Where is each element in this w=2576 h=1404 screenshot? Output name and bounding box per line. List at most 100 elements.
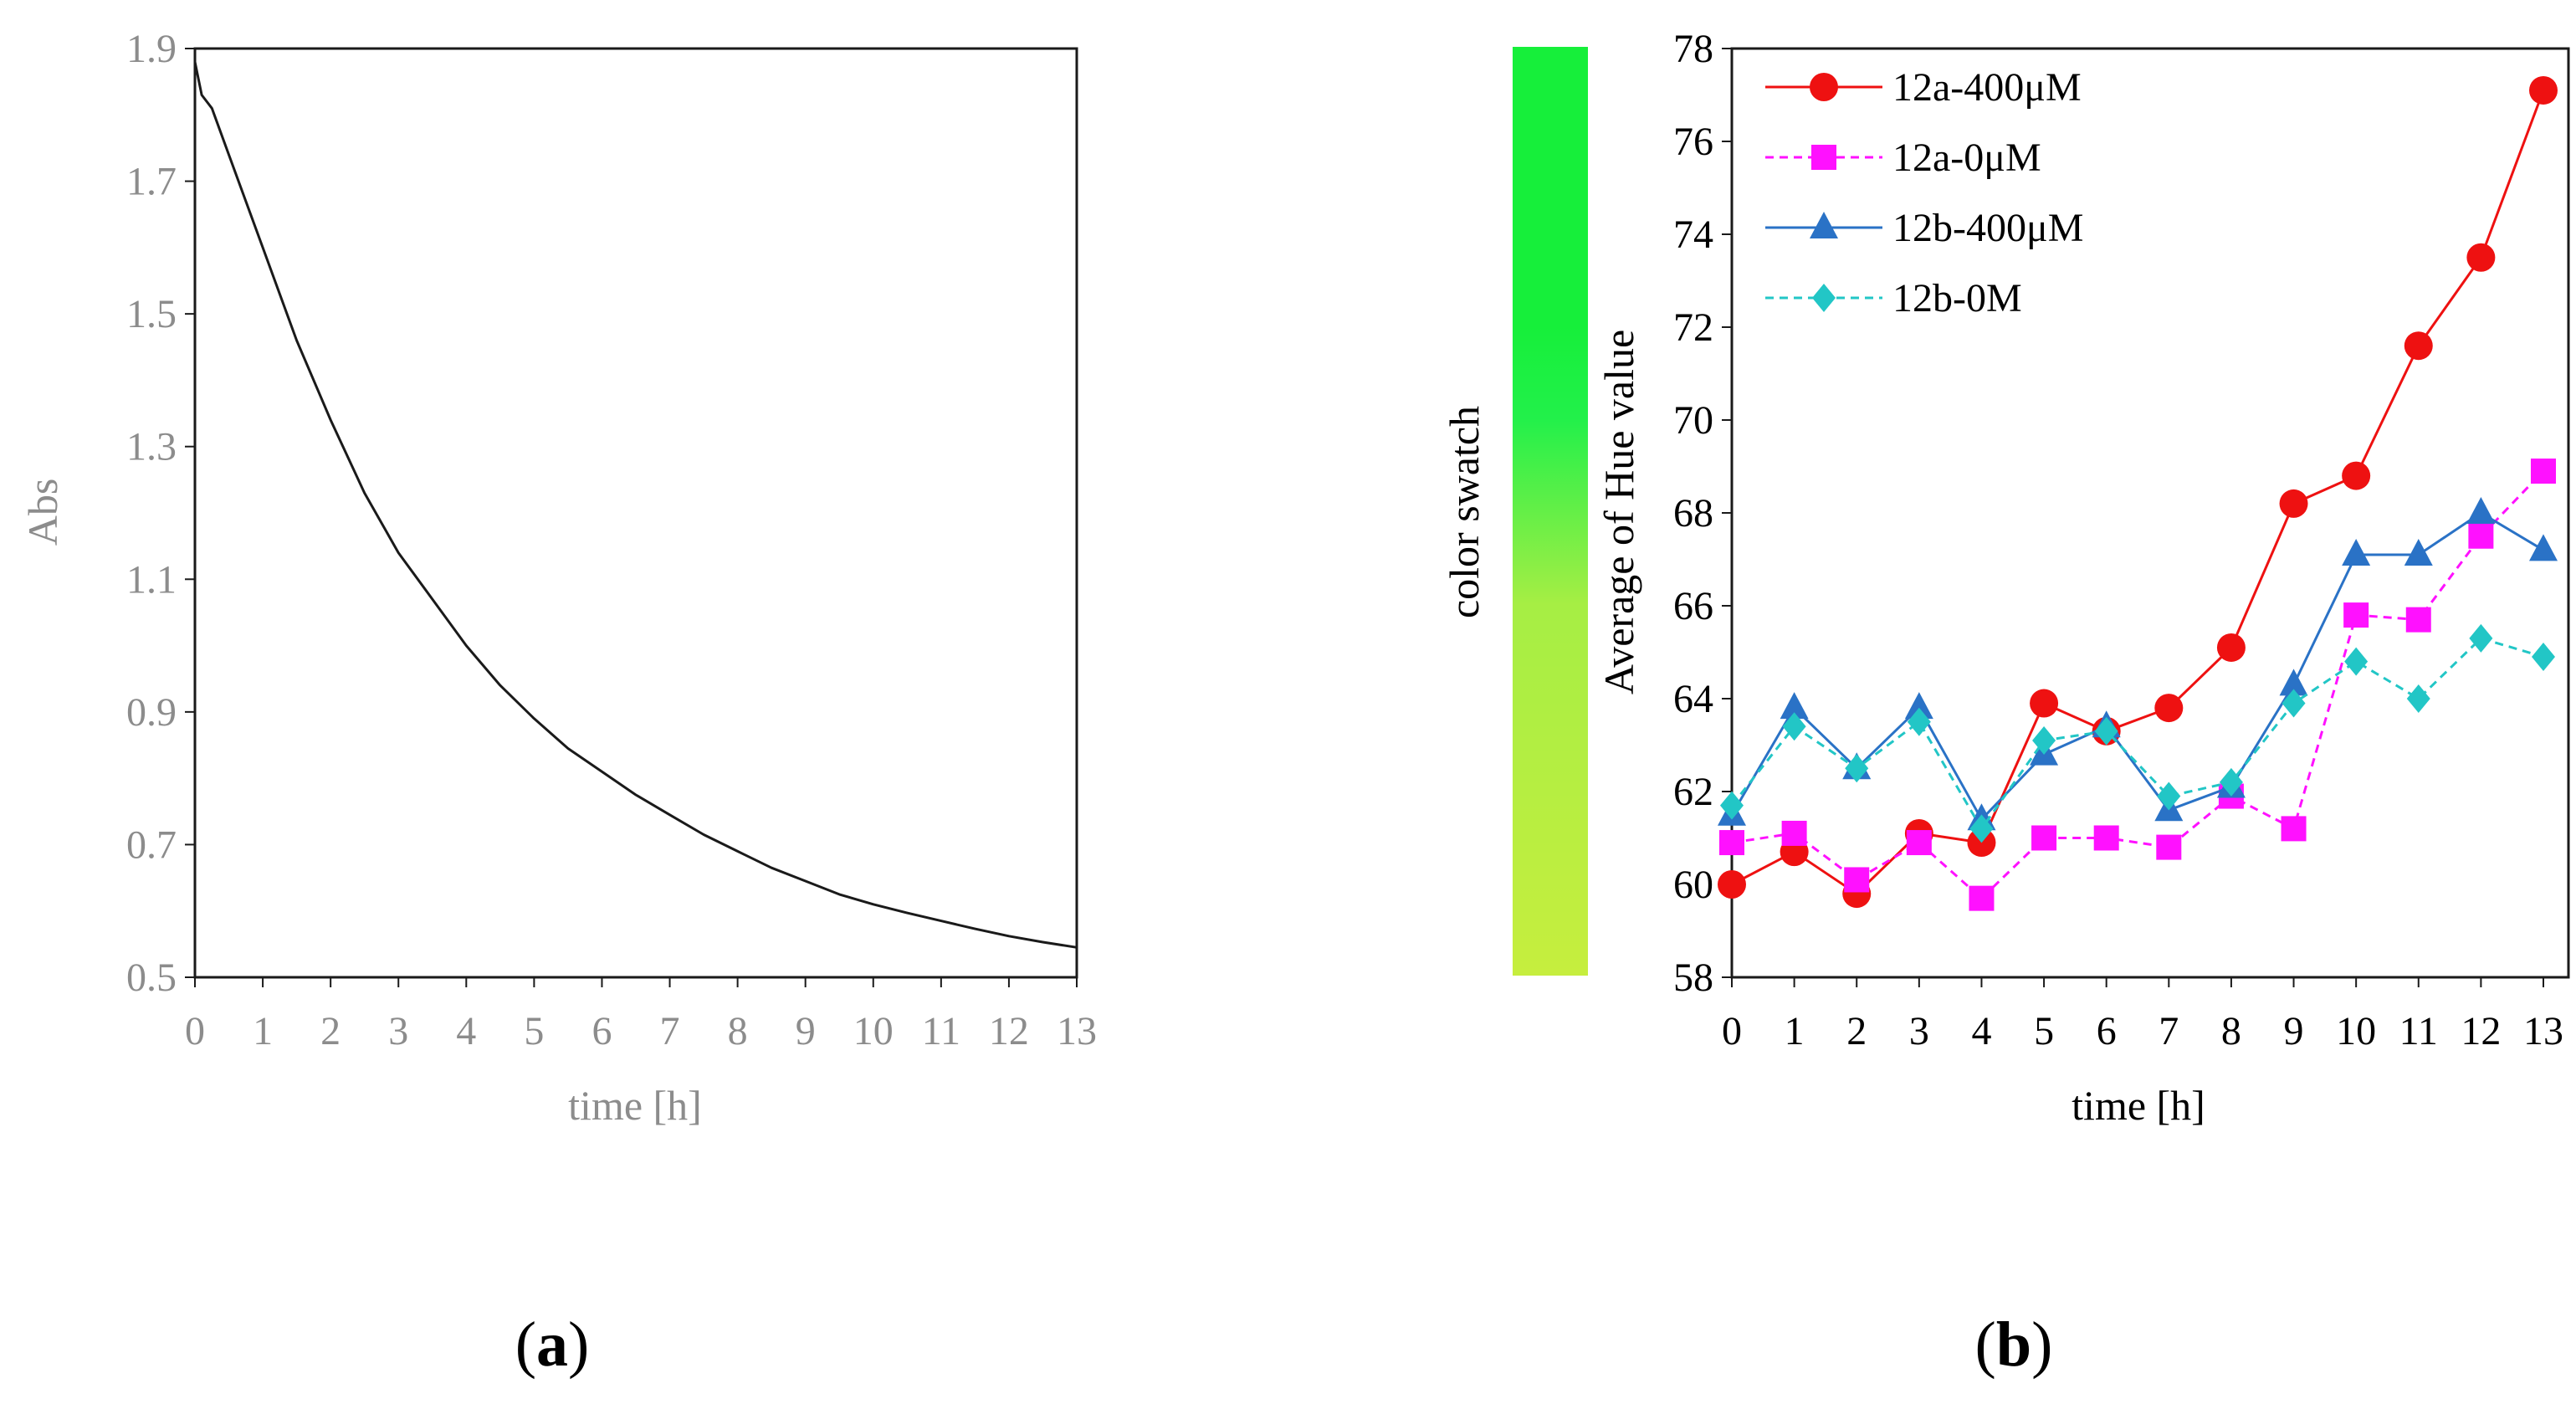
- y-tick-label: 0.9: [126, 690, 177, 735]
- panel-b-x-axis-label: time [h]: [2072, 1082, 2205, 1129]
- x-tick-label: 7: [2159, 1009, 2179, 1053]
- data-point-12a-0: [1969, 885, 1995, 911]
- y-tick-label: 70: [1673, 398, 1713, 443]
- x-tick-label: 7: [660, 1009, 680, 1053]
- data-point-12b-0: [1782, 712, 1806, 741]
- panel-b-label-close: ): [2031, 1309, 2052, 1380]
- data-point-12a-400: [2404, 331, 2433, 361]
- data-point-12a-0: [2156, 834, 2182, 860]
- panel-b-plot-frame: [1730, 47, 2570, 979]
- data-point-12a-0: [1844, 867, 1870, 893]
- y-tick-label: 74: [1673, 213, 1713, 257]
- panel-a-label-letter: a: [536, 1309, 568, 1380]
- x-tick-label: 6: [2097, 1009, 2117, 1053]
- x-tick-label: 0: [1722, 1009, 1742, 1053]
- data-point-12b-400: [2342, 538, 2371, 566]
- data-point-12a-0: [2281, 816, 2307, 842]
- x-tick-label: 13: [1057, 1009, 1097, 1053]
- data-point-12b-0: [2094, 716, 2118, 746]
- x-tick-label: 0: [185, 1009, 205, 1053]
- data-point-12a-0: [2343, 602, 2369, 628]
- panel-b-y-ticks: 58 60 62 64 66 68 70 72 74 76 78: [1673, 27, 1732, 1000]
- series-line-12b-0: [1730, 637, 2544, 832]
- panel-b-label-open: (: [1975, 1309, 1996, 1380]
- data-point-12a-0: [2405, 607, 2431, 633]
- data-point-12a-0: [2031, 825, 2057, 851]
- data-point-12b-400: [2529, 534, 2558, 561]
- panel-a-plot-frame: [193, 47, 1078, 979]
- panel-b-label-letter: b: [1996, 1309, 2031, 1380]
- x-tick-label: 2: [320, 1009, 341, 1053]
- data-point-12a-400: [2030, 689, 2059, 718]
- x-tick-label: 8: [728, 1009, 748, 1053]
- y-tick-label: 66: [1673, 584, 1713, 628]
- color-swatch-bar: [1513, 47, 1588, 976]
- y-tick-label: 0.7: [126, 822, 177, 867]
- data-point-12a-400: [1718, 870, 1746, 899]
- y-tick-label: 64: [1673, 677, 1713, 721]
- data-point-12b-0: [2469, 623, 2493, 653]
- data-point-12b-0: [2219, 767, 2243, 797]
- data-point-12a-400: [2154, 694, 2184, 723]
- x-tick-label: 3: [1909, 1009, 1929, 1053]
- y-tick-label: 0.5: [126, 956, 177, 1000]
- panel-b-series: [1718, 75, 2558, 911]
- legend-marker-12a-0: [1811, 145, 1836, 170]
- series-line-abs: [193, 61, 1078, 949]
- data-point-12b-400: [2404, 538, 2433, 566]
- data-point-12a-0: [2468, 523, 2494, 549]
- x-tick-label: 6: [592, 1009, 612, 1053]
- y-tick-label: 1.5: [126, 292, 177, 336]
- panel-b-chart: color swatch Average of Hue value 586062…: [1441, 27, 2570, 1380]
- y-tick-label: 1.9: [126, 27, 177, 71]
- data-point-12b-400: [2466, 497, 2496, 524]
- data-point-12a-0: [1781, 820, 1807, 846]
- series-line-12a-0: [1731, 469, 2545, 900]
- y-tick-label: 1.7: [126, 160, 177, 204]
- data-point-12a-400: [2529, 75, 2558, 105]
- x-tick-label: 11: [2399, 1009, 2438, 1053]
- y-tick-label: 68: [1673, 491, 1713, 535]
- data-point-12a-400: [2279, 489, 2308, 518]
- y-tick-label: 62: [1673, 770, 1713, 814]
- panel-a-y-axis-label: Abs: [19, 479, 66, 546]
- data-point-12b-0: [2532, 643, 2555, 672]
- y-tick-label: 1.1: [126, 557, 177, 602]
- panel-a-x-axis-label: time [h]: [568, 1082, 702, 1129]
- legend-label-12b-400: 12b-400μM: [1892, 206, 2083, 250]
- panel-b-legend: 12a-400μM 12a-0μM 12b-400μM 12b-0M: [1765, 65, 2083, 320]
- x-tick-label: 12: [2461, 1009, 2501, 1053]
- data-point-12a-0: [1906, 830, 1932, 856]
- legend-marker-12b-400: [1810, 212, 1838, 238]
- data-point-12b-0: [2157, 781, 2181, 811]
- y-tick-label: 72: [1673, 305, 1713, 350]
- data-point-12b-0: [1969, 814, 1994, 843]
- x-tick-label: 13: [2523, 1009, 2563, 1053]
- data-point-12b-0: [2032, 725, 2056, 755]
- x-tick-label: 10: [853, 1009, 894, 1053]
- series-line-12b-400: [1730, 511, 2544, 822]
- x-tick-label: 5: [2034, 1009, 2054, 1053]
- legend-marker-12a-400: [1810, 73, 1838, 101]
- y-tick-label: 78: [1673, 27, 1713, 71]
- x-tick-label: 12: [989, 1009, 1029, 1053]
- x-tick-label: 10: [2336, 1009, 2376, 1053]
- x-tick-label: 4: [456, 1009, 476, 1053]
- panel-a-chart: 0.50.70.91.11.31.51.71.9 0 1 2 3 4 5 6 7 8 9 10 11 1…: [19, 27, 1097, 1380]
- x-tick-label: 1: [253, 1009, 273, 1053]
- y-tick-label: 60: [1673, 863, 1713, 907]
- panel-a-x-ticks: 0 1 2 3 4 5 6 7 8 9 10 11 12 13: [185, 977, 1097, 1053]
- panel-b-label: (b): [1975, 1309, 2053, 1380]
- data-point-12a-400: [2466, 243, 2496, 272]
- x-tick-label: 4: [1971, 1009, 1991, 1053]
- panel-b-y-axis-label: Average of Hue value: [1595, 330, 1642, 694]
- data-point-12b-400: [1780, 692, 1809, 720]
- x-tick-label: 11: [922, 1009, 960, 1053]
- data-point-12b-0: [2406, 684, 2430, 713]
- panel-a-y-ticks: 0.5 0.7 0.9 1.1 1.3 1.5 1.7 1.9: [126, 27, 195, 1000]
- data-point-12b-400: [1904, 692, 1933, 720]
- data-point-12a-0: [1719, 830, 1744, 856]
- legend-label-12a-0: 12a-0μM: [1892, 136, 2041, 180]
- panel-a-label: (a): [515, 1309, 590, 1380]
